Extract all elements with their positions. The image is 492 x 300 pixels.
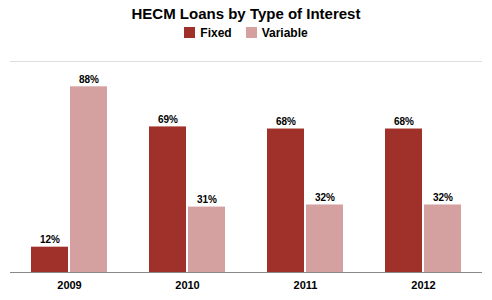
svg-text:2012: 2012 [411, 279, 435, 291]
svg-text:2011: 2011 [294, 279, 318, 291]
svg-text:31%: 31% [197, 194, 217, 205]
svg-text:32%: 32% [433, 192, 453, 203]
svg-text:68%: 68% [394, 116, 414, 127]
svg-text:12%: 12% [40, 234, 60, 245]
svg-text:32%: 32% [315, 192, 335, 203]
svg-text:2010: 2010 [175, 279, 199, 291]
html-text:Variable: Variable [261, 26, 308, 40]
html-text:Fixed: Fixed [200, 26, 232, 40]
svg-text:69%: 69% [158, 114, 178, 125]
svg-text:88%: 88% [79, 74, 99, 85]
html-text:HECM Loans by Type of Interest: HECM Loans by Type of Interest [131, 5, 361, 22]
svg-text:68%: 68% [276, 116, 296, 127]
svg-text:2009: 2009 [57, 279, 81, 291]
